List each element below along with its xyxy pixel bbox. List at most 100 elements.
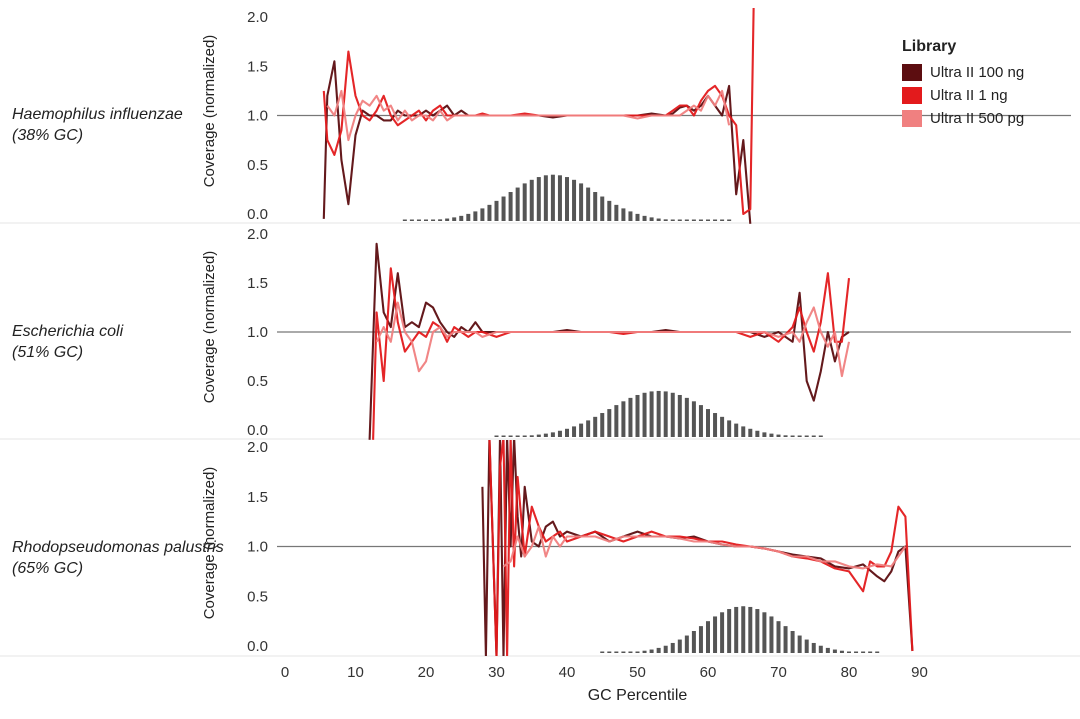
histogram-bar <box>642 392 647 437</box>
histogram-bar <box>515 187 520 221</box>
x-axis-label: GC Percentile <box>588 687 688 704</box>
histogram-bar <box>649 391 654 437</box>
histogram-bar <box>593 192 598 221</box>
histogram-bar <box>607 200 612 221</box>
histogram-bar <box>543 175 548 221</box>
histogram-bar <box>459 215 464 221</box>
histogram-bar <box>811 642 816 653</box>
histogram-bar <box>698 405 703 437</box>
histogram-bar <box>797 635 802 653</box>
panel-1: 0.0 0.5 1.0 1.5 2.0 Coverage (normalized) <box>201 8 1071 224</box>
y-tick-label: 0.0 <box>247 206 268 223</box>
histogram-bar <box>635 394 640 437</box>
histogram-bar <box>501 196 506 221</box>
histogram-bar <box>741 426 746 437</box>
histogram-bar <box>445 218 450 221</box>
legend-item-1ng: Ultra II 1 ng <box>902 84 1024 107</box>
histogram-bar <box>691 630 696 653</box>
histogram-bar <box>635 651 640 653</box>
histogram-bar <box>508 435 513 437</box>
y-tick-label: 0.0 <box>247 422 268 439</box>
organism-gc: (65% GC) <box>12 560 84 577</box>
histogram-bar <box>727 609 732 653</box>
x-tick-label: 50 <box>629 664 646 681</box>
histogram-bar <box>762 612 767 653</box>
y-tick-label: 2.0 <box>247 439 268 456</box>
x-tick-label: 90 <box>911 664 928 681</box>
histogram-bar <box>698 626 703 653</box>
legend-label: Ultra II 100 ng <box>930 64 1025 81</box>
histogram-bar <box>663 391 668 437</box>
series-line-3 <box>502 525 907 570</box>
histogram-bar <box>769 433 774 437</box>
histogram-bar <box>586 187 591 221</box>
histogram-bar <box>494 435 499 437</box>
series-line-3 <box>375 301 851 378</box>
histogram-bar <box>691 401 696 437</box>
y-tick-label: 0.5 <box>247 373 268 390</box>
x-tick-label: 0 <box>281 664 289 681</box>
histogram-bar <box>804 435 809 437</box>
histogram-bar <box>804 639 809 653</box>
histogram-bar <box>452 217 457 221</box>
histogram-bar <box>600 196 605 221</box>
y-axis-label: Coverage (normalized) <box>201 35 218 188</box>
series-line-3 <box>326 89 731 142</box>
histogram-bar <box>621 208 626 221</box>
y-tick-label: 1.5 <box>247 58 268 75</box>
y-tick-label: 1.5 <box>247 275 268 292</box>
x-tick-label: 30 <box>488 664 505 681</box>
x-tick-label: 40 <box>559 664 576 681</box>
histogram-bar <box>684 635 689 653</box>
histogram-bar <box>579 183 584 221</box>
histogram-bar <box>402 219 407 221</box>
histogram-bar <box>579 423 584 437</box>
histogram-bar <box>783 626 788 653</box>
histogram-bar <box>621 651 626 653</box>
histogram-bar <box>416 219 421 221</box>
histogram-bar <box>748 606 753 653</box>
panel-2: 0.0 0.5 1.0 1.5 2.0 Coverage (normalized) <box>201 226 1071 440</box>
histogram-bar <box>832 649 837 653</box>
histogram-bar <box>536 177 541 221</box>
histogram-bar <box>642 650 647 653</box>
organism-name: Rhodopseudomonas palustris <box>12 539 224 556</box>
histogram-bar <box>494 200 499 221</box>
histogram-bar <box>614 651 619 653</box>
histogram-bar <box>727 420 732 437</box>
panel-1-organism-label: Haemophilus influenzae (38% GC) <box>12 104 183 146</box>
panel-3-organism-label: Rhodopseudomonas palustris (65% GC) <box>12 537 224 579</box>
histogram-bar <box>438 219 443 221</box>
histogram-bar <box>409 219 414 221</box>
y-tick-label: 2.0 <box>247 226 268 243</box>
histogram-bar <box>868 651 873 653</box>
histogram-bar <box>635 213 640 221</box>
organism-name: Escherichia coli <box>12 323 124 340</box>
x-tick-label: 80 <box>841 664 858 681</box>
organism-name: Haemophilus influenzae <box>12 106 183 123</box>
legend: Library Ultra II 100 ng Ultra II 1 ng Ul… <box>902 38 1024 130</box>
histogram-bar <box>424 219 428 221</box>
panel-2-organism-label: Escherichia coli (51% GC) <box>12 321 123 363</box>
histogram-bar <box>720 219 725 221</box>
y-tick-label: 0.5 <box>247 157 268 174</box>
y-axis-label: Coverage (normalized) <box>201 467 218 620</box>
histogram-bar <box>670 392 675 437</box>
histogram-bar <box>529 179 534 221</box>
histogram-bar <box>818 645 823 653</box>
histogram-bar <box>487 204 492 221</box>
histogram-bar <box>522 183 527 221</box>
histogram-bar <box>691 219 696 221</box>
histogram-bar <box>593 416 598 437</box>
histogram-bar <box>649 217 654 221</box>
histogram-bar <box>550 174 555 221</box>
histogram-bar <box>614 204 619 221</box>
panel-3: 0.0 0.5 1.0 1.5 2.0 Coverage (normalized) <box>201 439 1071 656</box>
legend-title: Library <box>902 38 957 55</box>
histogram-bar <box>811 435 816 437</box>
histogram-bar <box>522 435 527 437</box>
histogram-bar <box>818 435 823 437</box>
histogram-bar <box>854 651 859 653</box>
y-axis-label: Coverage (normalized) <box>201 251 218 404</box>
